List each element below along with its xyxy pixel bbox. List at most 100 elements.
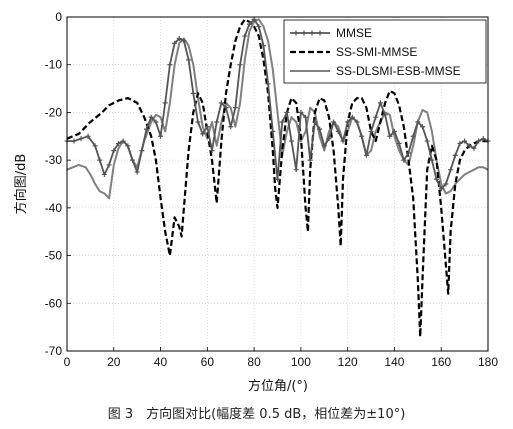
data-point-marker	[256, 24, 262, 30]
data-point-marker	[312, 119, 318, 125]
y-tick-label: -70	[45, 344, 63, 358]
x-tick-label: 80	[247, 355, 261, 369]
x-tick-label: 0	[64, 355, 71, 369]
data-point-marker	[101, 171, 107, 177]
data-point-marker	[382, 112, 388, 118]
y-tick-label: -60	[45, 296, 63, 310]
data-point-marker	[279, 119, 285, 125]
y-axis-label: 方向图/dB	[13, 154, 29, 215]
data-point-marker	[321, 143, 327, 149]
data-point-marker	[228, 124, 234, 130]
data-point-marker	[209, 148, 215, 154]
data-point-marker	[176, 35, 182, 41]
data-point-marker	[158, 133, 164, 139]
legend: MMSE SS-SMI-MMSE SS-DLSMI-ESB-MMSE	[283, 19, 487, 84]
data-point-marker	[303, 114, 309, 120]
y-tick-label: -40	[45, 201, 63, 215]
series-layer	[64, 16, 491, 338]
data-point-marker	[111, 148, 117, 154]
x-tick-label: 60	[201, 355, 215, 369]
data-point-marker	[377, 100, 383, 106]
legend-marker	[293, 30, 299, 36]
x-tick-label: 140	[384, 355, 404, 369]
data-point-marker	[251, 16, 257, 22]
data-point-marker	[242, 33, 248, 39]
y-tick-label: -30	[45, 153, 63, 167]
x-tick-label: 120	[338, 355, 358, 369]
y-tick-label: -20	[45, 105, 63, 119]
data-point-marker	[331, 119, 337, 125]
data-point-marker	[466, 143, 472, 149]
data-point-marker	[359, 133, 365, 139]
data-point-marker	[480, 136, 486, 142]
data-point-marker	[237, 62, 243, 68]
data-point-marker	[218, 100, 224, 106]
data-point-marker	[78, 136, 84, 142]
x-tick-label: 100	[291, 355, 311, 369]
data-point-marker	[415, 119, 421, 125]
data-point-marker	[115, 140, 121, 146]
data-point-marker	[391, 129, 397, 135]
data-point-marker	[438, 186, 444, 192]
data-point-marker	[420, 124, 426, 130]
data-point-marker	[260, 43, 266, 49]
data-point-marker	[307, 157, 313, 163]
data-point-marker	[368, 129, 374, 135]
data-point-marker	[134, 169, 140, 175]
data-point-marker	[120, 138, 126, 144]
data-point-marker	[448, 167, 454, 173]
data-point-marker	[265, 81, 271, 87]
beam-pattern-chart: 0 20 40 60 80 100 120 140 160 180 0 -10 -20 -30 -40 -50…	[13, 10, 499, 394]
data-point-marker	[410, 133, 416, 139]
figure-caption: 图 3 方向图对比(幅度差 0.5 dB，相位差为±10°)	[107, 407, 406, 422]
x-tick-label: 20	[107, 355, 121, 369]
legend-marker	[317, 30, 323, 36]
legend-marker	[309, 30, 315, 36]
data-point-marker	[345, 119, 351, 125]
axis-ticks: 0 20 40 60 80 100 120 140 160 180 0 -10 -20 -30 -40 -50…	[45, 10, 499, 369]
data-point-marker	[298, 109, 304, 115]
data-point-marker	[424, 138, 430, 144]
data-point-marker	[340, 138, 346, 144]
data-point-marker	[172, 40, 178, 46]
data-point-marker	[373, 114, 379, 120]
data-point-marker	[326, 136, 332, 142]
plot-frame	[66, 16, 489, 352]
data-point-marker	[284, 109, 290, 115]
x-axis-label: 方位角/(°)	[248, 378, 308, 394]
x-tick-label: 40	[154, 355, 168, 369]
data-point-marker	[129, 157, 135, 163]
data-point-marker	[200, 131, 206, 137]
legend-label-2: SS-DLSMI-ESB-MMSE	[336, 64, 461, 78]
data-point-marker	[317, 126, 323, 132]
data-point-marker	[144, 126, 150, 132]
data-point-marker	[396, 140, 402, 146]
data-point-marker	[354, 119, 360, 125]
data-point-marker	[476, 138, 482, 144]
legend-label-0: MMSE	[336, 26, 372, 40]
series-line-1	[66, 18, 488, 338]
data-point-marker	[85, 133, 91, 139]
data-point-marker	[232, 105, 238, 111]
data-point-marker	[139, 148, 145, 154]
data-point-marker	[349, 114, 355, 120]
data-point-marker	[204, 124, 210, 130]
data-point-marker	[153, 119, 159, 125]
data-point-marker	[429, 157, 435, 163]
y-tick-label: 0	[55, 10, 62, 24]
data-point-marker	[223, 105, 229, 111]
series-line-2	[66, 18, 489, 200]
x-tick-label: 180	[478, 355, 498, 369]
data-point-marker	[92, 143, 98, 149]
data-point-marker	[190, 90, 196, 96]
data-point-marker	[293, 167, 299, 173]
data-point-marker	[162, 100, 168, 106]
data-point-marker	[443, 181, 449, 187]
data-point-marker	[275, 176, 280, 182]
data-point-marker	[71, 138, 77, 144]
data-point-marker	[462, 138, 468, 144]
data-point-marker	[335, 129, 341, 135]
data-point-marker	[401, 157, 407, 163]
data-point-marker	[186, 57, 192, 63]
x-tick-label: 160	[431, 355, 451, 369]
